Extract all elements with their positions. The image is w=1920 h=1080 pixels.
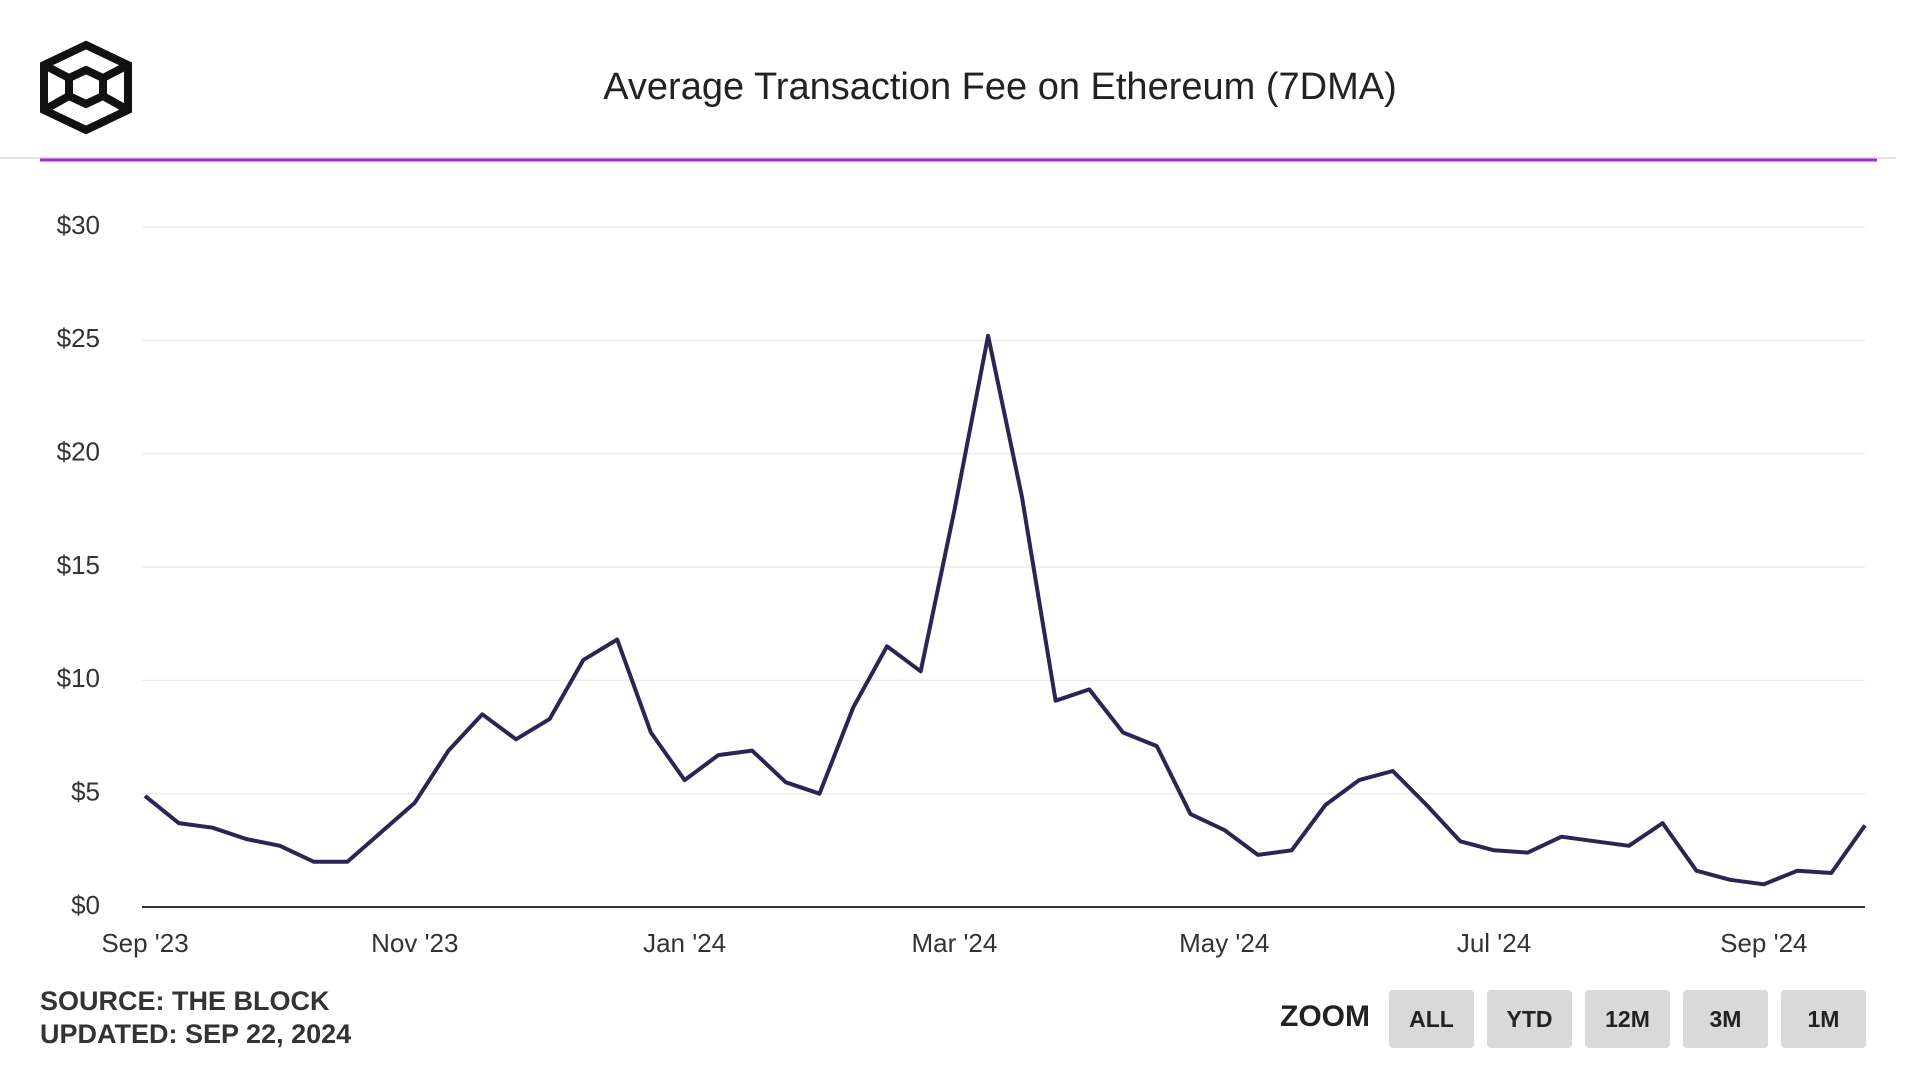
y-tick-label: $30 [57, 210, 100, 240]
x-tick-label: Sep '23 [101, 928, 188, 958]
data-line [143, 333, 1867, 887]
x-tick-label: May '24 [1179, 928, 1269, 958]
x-tick-label: Mar '24 [911, 928, 997, 958]
zoom-button[interactable] [1683, 990, 1768, 1048]
zoom-button-label[interactable]: ALL [1409, 1006, 1454, 1032]
source-text: SOURCE: THE BLOCK [40, 986, 330, 1016]
zoom-button-label[interactable]: 12M [1605, 1006, 1650, 1032]
zoom-button-label[interactable]: YTD [1507, 1006, 1553, 1032]
y-tick-label: $20 [57, 437, 100, 467]
x-tick-label: Jul '24 [1457, 928, 1531, 958]
y-tick-label: $0 [71, 890, 100, 920]
x-tick-label: Sep '24 [1720, 928, 1807, 958]
zoom-button-label[interactable]: 1M [1808, 1006, 1840, 1032]
y-tick-label: $25 [57, 323, 100, 353]
y-tick-label: $15 [57, 550, 100, 580]
zoom-button-label[interactable]: 3M [1710, 1006, 1742, 1032]
updated-text: UPDATED: SEP 22, 2024 [40, 1019, 351, 1049]
x-tick-label: Nov '23 [371, 928, 458, 958]
logo [40, 40, 132, 135]
zoom-label: ZOOM [1280, 1000, 1370, 1033]
zoom-button[interactable] [1487, 990, 1572, 1048]
chart-title: Average Transaction Fee on Ethereum (7DM… [603, 66, 1396, 108]
y-tick-label: $10 [57, 663, 100, 693]
y-tick-label: $5 [71, 777, 100, 807]
zoom-button[interactable] [1585, 990, 1670, 1048]
x-tick-label: Jan '24 [643, 928, 726, 958]
zoom-button[interactable] [1389, 990, 1474, 1048]
zoom-button[interactable] [1781, 990, 1866, 1048]
